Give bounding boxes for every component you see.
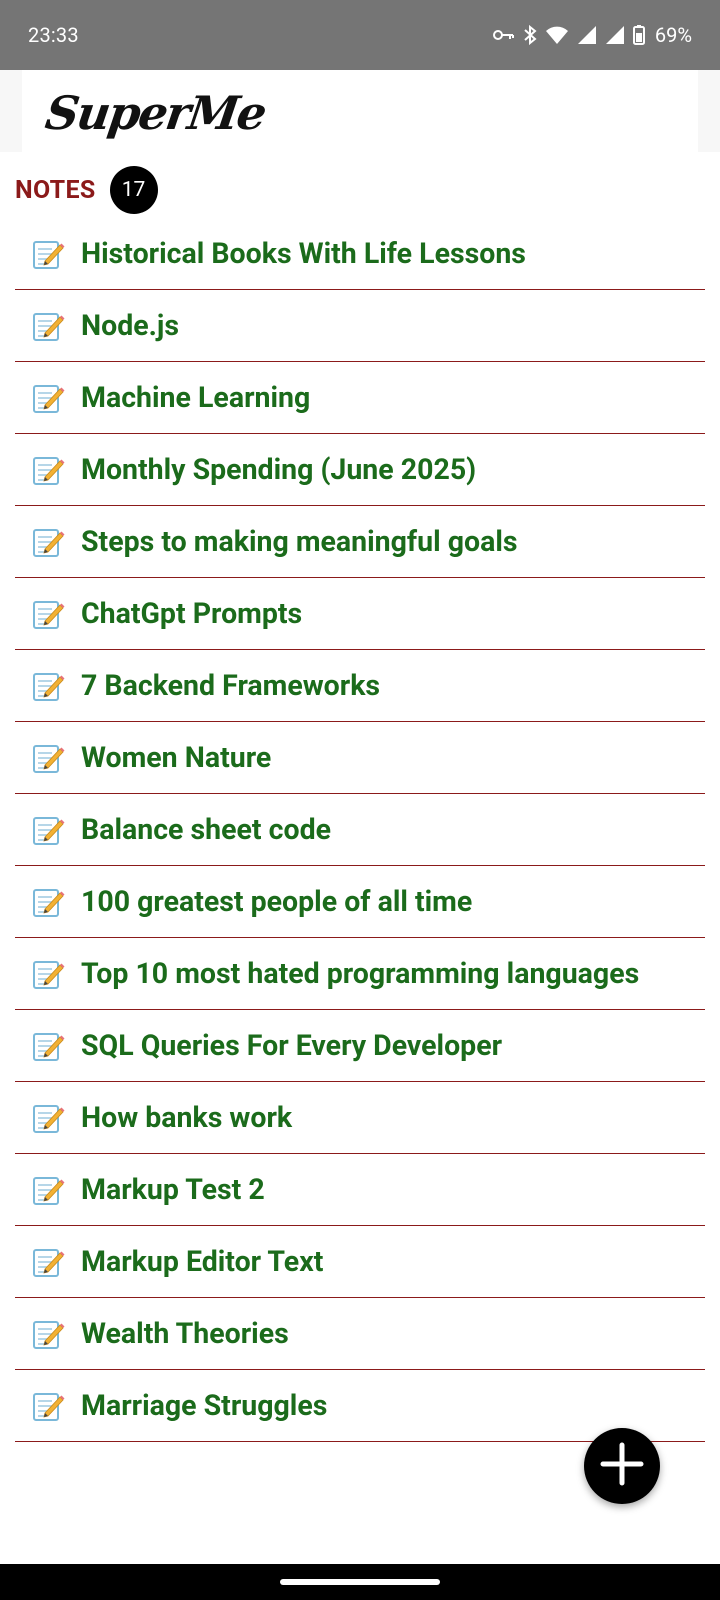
plus-icon <box>600 1442 644 1490</box>
note-item[interactable]: Monthly Spending (June 2025) <box>15 434 705 506</box>
add-note-button[interactable] <box>584 1428 660 1504</box>
memo-icon <box>31 813 65 847</box>
memo-icon <box>31 597 65 631</box>
note-title: Monthly Spending (June 2025) <box>81 453 477 486</box>
note-title: Top 10 most hated programming languages <box>81 957 640 990</box>
note-title: How banks work <box>81 1101 293 1134</box>
memo-icon <box>31 1029 65 1063</box>
signal-icon <box>605 25 625 45</box>
memo-icon <box>31 381 65 415</box>
note-title: Historical Books With Life Lessons <box>81 237 526 270</box>
note-item[interactable]: Women Nature <box>15 722 705 794</box>
memo-icon <box>31 525 65 559</box>
battery-percent: 69% <box>654 23 692 47</box>
note-item[interactable]: Markup Editor Text <box>15 1226 705 1298</box>
note-item[interactable]: SQL Queries For Every Developer <box>15 1010 705 1082</box>
note-item[interactable]: 100 greatest people of all time <box>15 866 705 938</box>
memo-icon <box>31 237 65 271</box>
note-title: Node.js <box>81 309 179 342</box>
notes-header: NOTES 17 <box>15 166 158 214</box>
vpn-key-icon <box>492 28 515 42</box>
battery-icon <box>632 25 645 45</box>
note-item[interactable]: Markup Test 2 <box>15 1154 705 1226</box>
note-title: Women Nature <box>81 741 272 774</box>
memo-icon <box>31 453 65 487</box>
home-indicator[interactable] <box>280 1579 440 1585</box>
note-item[interactable]: Node.js <box>15 290 705 362</box>
memo-icon <box>31 1245 65 1279</box>
signal-icon <box>577 25 597 45</box>
header-card: SuperMe <box>22 70 698 152</box>
memo-icon <box>31 1317 65 1351</box>
note-title: Markup Editor Text <box>81 1245 324 1278</box>
note-title: 100 greatest people of all time <box>81 885 473 918</box>
memo-icon <box>31 1389 65 1423</box>
note-title: Wealth Theories <box>81 1317 289 1350</box>
note-title: Machine Learning <box>81 381 311 414</box>
note-title: 7 Backend Frameworks <box>81 669 381 702</box>
note-title: SQL Queries For Every Developer <box>81 1029 503 1062</box>
status-bar: 23:33 69% <box>0 0 720 70</box>
app-logo: SuperMe <box>42 86 269 140</box>
notes-count-badge: 17 <box>109 166 158 214</box>
note-title: ChatGpt Prompts <box>81 597 303 630</box>
note-item[interactable]: Top 10 most hated programming languages <box>15 938 705 1010</box>
note-item[interactable]: Historical Books With Life Lessons <box>15 218 705 290</box>
bluetooth-icon <box>523 24 537 46</box>
note-item[interactable]: 7 Backend Frameworks <box>15 650 705 722</box>
note-title: Steps to making meaningful goals <box>81 525 518 558</box>
memo-icon <box>31 669 65 703</box>
status-time: 23:33 <box>28 23 79 47</box>
note-item[interactable]: ChatGpt Prompts <box>15 578 705 650</box>
note-item[interactable]: Marriage Struggles <box>15 1370 705 1442</box>
note-item[interactable]: Wealth Theories <box>15 1298 705 1370</box>
memo-icon <box>31 741 65 775</box>
note-item[interactable]: Steps to making meaningful goals <box>15 506 705 578</box>
notes-list: Historical Books With Life Lessons Node.j… <box>15 218 705 1442</box>
notes-title: NOTES <box>15 175 96 205</box>
memo-icon <box>31 1101 65 1135</box>
note-title: Markup Test 2 <box>81 1173 265 1206</box>
note-item[interactable]: How banks work <box>15 1082 705 1154</box>
memo-icon <box>31 309 65 343</box>
note-item[interactable]: Machine Learning <box>15 362 705 434</box>
wifi-icon <box>545 25 569 45</box>
memo-icon <box>31 957 65 991</box>
status-icons: 69% <box>492 23 692 47</box>
note-title: Balance sheet code <box>81 813 332 846</box>
memo-icon <box>31 1173 65 1207</box>
note-item[interactable]: Balance sheet code <box>15 794 705 866</box>
note-title: Marriage Struggles <box>81 1389 328 1422</box>
app-header: SuperMe <box>0 70 720 152</box>
memo-icon <box>31 885 65 919</box>
